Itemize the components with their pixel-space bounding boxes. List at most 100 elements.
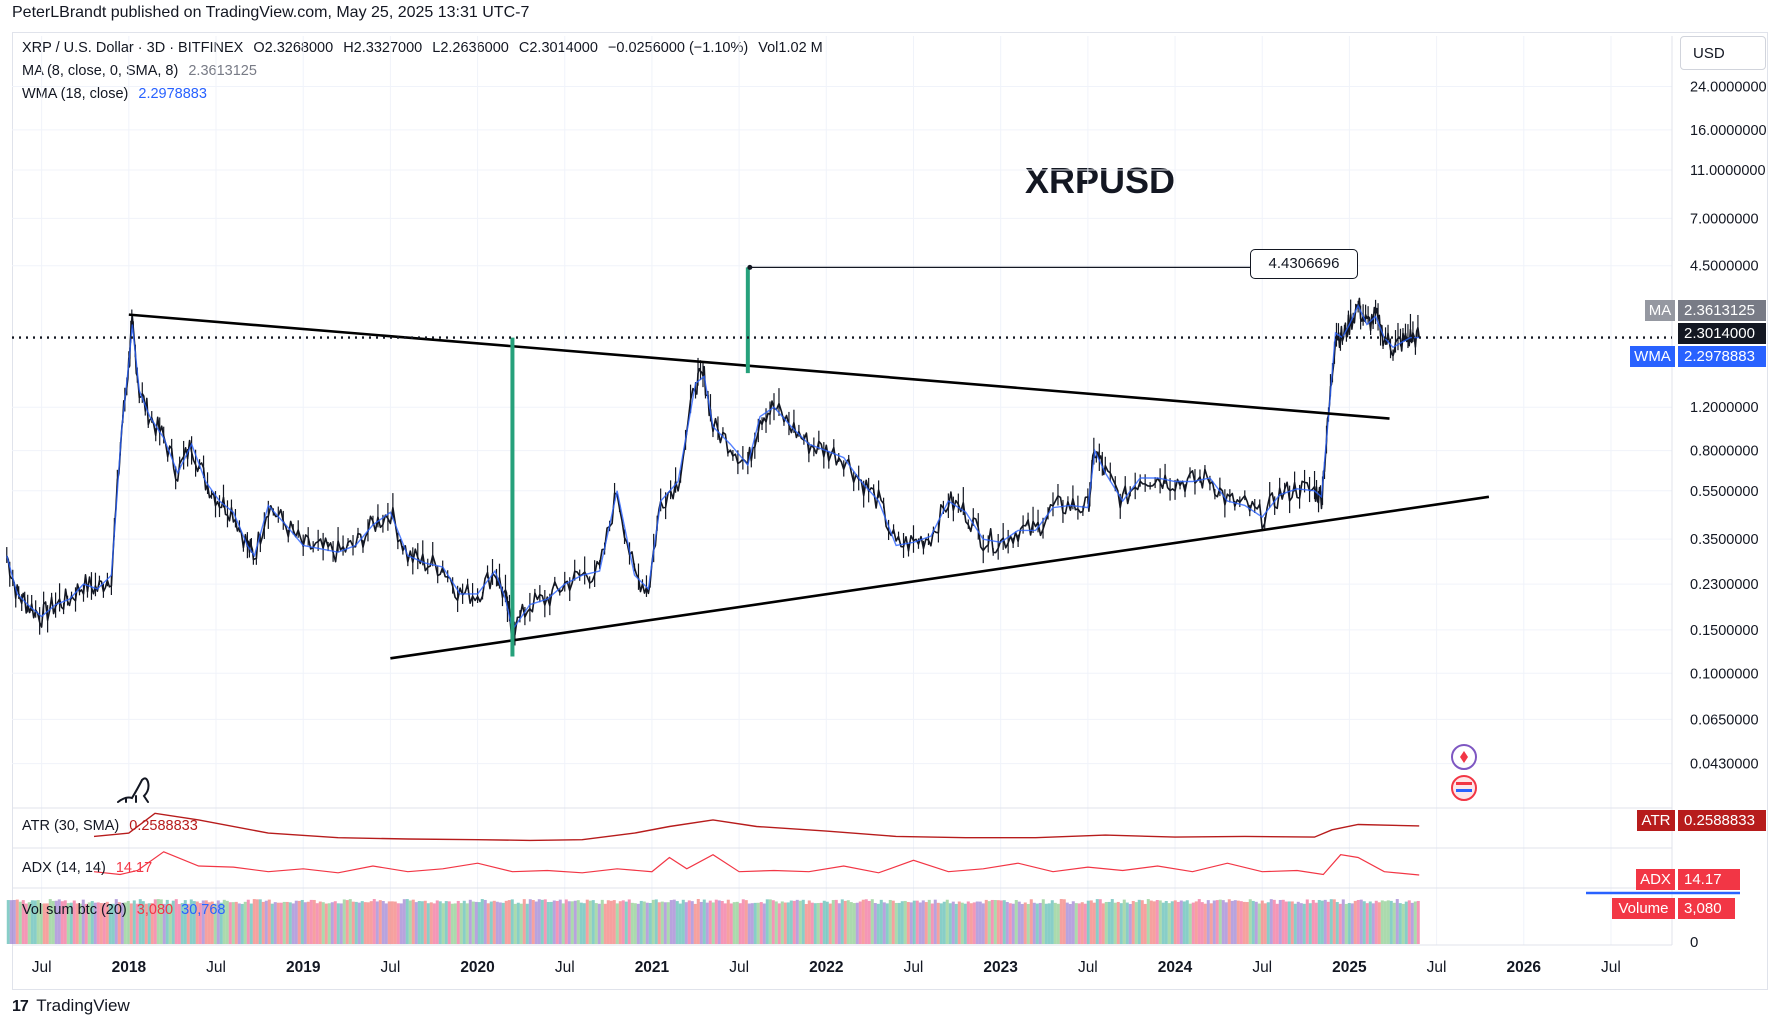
volume-bar bbox=[600, 899, 604, 944]
volume-bar bbox=[720, 901, 724, 944]
volume-bar bbox=[1386, 900, 1390, 944]
volume-bar bbox=[330, 902, 334, 944]
volume-bar bbox=[57, 899, 61, 944]
volume-bar bbox=[510, 899, 514, 944]
currency-selector[interactable]: USD bbox=[1680, 36, 1766, 70]
volume-bar bbox=[1284, 901, 1288, 944]
volume-bar bbox=[246, 899, 250, 944]
volume-bar bbox=[687, 900, 691, 944]
volume-bar bbox=[1359, 899, 1363, 944]
volume-bar bbox=[867, 900, 871, 944]
volume-bar bbox=[591, 900, 595, 944]
volume-bar bbox=[903, 900, 907, 944]
volume-bar bbox=[228, 902, 232, 944]
price-axis-tick: 0.3500000 bbox=[1690, 532, 1759, 548]
last-price-tag: 2.3014000 bbox=[1678, 323, 1766, 344]
price-axis-tick: 11.0000000 bbox=[1690, 163, 1766, 179]
legend-ma[interactable]: MA (8, close, 0, SMA, 8) 2.3613125 bbox=[22, 63, 257, 79]
volume-bar bbox=[870, 899, 874, 944]
volume-bar bbox=[450, 903, 454, 944]
wma-axis-value: 2.2978883 bbox=[1678, 346, 1766, 367]
atr-legend[interactable]: ATR (30, SMA) 0.2588833 bbox=[22, 818, 198, 834]
volume-bar bbox=[684, 902, 688, 944]
volume-bar bbox=[1023, 902, 1027, 944]
volume-bar bbox=[651, 899, 655, 944]
volume-bar bbox=[1131, 900, 1135, 944]
volume-bar bbox=[621, 900, 625, 944]
price-pane bbox=[6, 264, 1672, 660]
legend-wma[interactable]: WMA (18, close) 2.2978883 bbox=[22, 86, 207, 102]
volume-bar bbox=[384, 903, 388, 944]
target-price-label[interactable]: 4.4306696 bbox=[1250, 249, 1358, 279]
volume-bar bbox=[630, 902, 634, 944]
volume-bar bbox=[9, 900, 13, 944]
volume-bar bbox=[1020, 903, 1024, 944]
volume-bar bbox=[309, 899, 313, 944]
volume-bar bbox=[1245, 902, 1249, 944]
time-axis-tick: Jul bbox=[1601, 959, 1621, 976]
price-axis-tick: 0.5500000 bbox=[1690, 484, 1759, 500]
volume-bar bbox=[690, 901, 694, 944]
volume-bar bbox=[321, 902, 325, 944]
volume-bar bbox=[693, 903, 697, 944]
volume-legend[interactable]: Vol sum btc (20) 3,080 30,768 bbox=[22, 902, 225, 918]
volume-bar bbox=[1296, 901, 1300, 944]
time-axis-tick: Jul bbox=[1427, 959, 1447, 976]
volume-bar bbox=[1089, 900, 1093, 944]
volume-bar bbox=[468, 899, 472, 944]
volume-bar bbox=[429, 902, 433, 944]
volume-bar bbox=[1215, 900, 1219, 944]
volume-bar bbox=[1212, 900, 1216, 944]
volume-bar bbox=[21, 900, 25, 944]
volume-bar bbox=[1146, 899, 1150, 944]
volume-bar bbox=[120, 902, 124, 944]
volume-bar bbox=[312, 899, 316, 944]
ma-axis-tag: MA bbox=[1645, 300, 1675, 321]
volume-bar bbox=[27, 902, 31, 944]
volume-bar bbox=[507, 900, 511, 944]
volume-bar bbox=[1026, 903, 1030, 944]
volume-bar bbox=[18, 901, 22, 944]
volume-bar bbox=[954, 903, 958, 944]
legend-ma-value: 2.3613125 bbox=[188, 63, 257, 79]
volume-bar bbox=[144, 903, 148, 944]
volume-bar bbox=[117, 902, 121, 944]
volume-bar bbox=[639, 900, 643, 944]
volume-bar bbox=[1314, 902, 1318, 944]
volume-bar bbox=[1227, 899, 1231, 944]
time-axis-tick: Jul bbox=[729, 959, 749, 976]
volume-bar bbox=[1143, 903, 1147, 944]
legend-ohlc[interactable]: XRP / U.S. Dollar · 3D · BITFINEX O2.326… bbox=[22, 40, 823, 56]
volume-bar bbox=[219, 902, 223, 944]
volume-bar bbox=[723, 903, 727, 944]
volume-bar bbox=[123, 902, 127, 944]
volume-bar bbox=[1137, 899, 1141, 944]
volume-bar bbox=[513, 903, 517, 944]
adx-legend[interactable]: ADX (14, 14) 14.17 bbox=[22, 860, 152, 876]
volume-bar bbox=[636, 903, 640, 944]
volume-bar bbox=[24, 903, 28, 944]
volume-bar bbox=[1344, 903, 1348, 944]
volume-bar bbox=[519, 903, 523, 944]
volume-bar bbox=[411, 899, 415, 944]
volume-bar bbox=[528, 899, 532, 944]
volume-bar bbox=[765, 899, 769, 944]
volume-bar bbox=[1380, 900, 1384, 944]
price-axis-tick: 0.8000000 bbox=[1690, 444, 1759, 460]
volume-bar bbox=[84, 903, 88, 944]
volume-bar bbox=[1290, 901, 1294, 944]
price-axis-tick: 0.0650000 bbox=[1690, 712, 1759, 728]
volume-bar bbox=[1263, 903, 1267, 944]
volume-bar bbox=[1008, 903, 1012, 944]
volume-bar bbox=[171, 900, 175, 944]
volume-bar bbox=[372, 899, 376, 944]
volume-bar bbox=[483, 899, 487, 944]
volume-bar bbox=[1242, 901, 1246, 944]
volume-bar bbox=[156, 899, 160, 944]
price-axis-tick: 1.2000000 bbox=[1690, 400, 1759, 416]
volume-bar bbox=[582, 903, 586, 944]
volume-legend-value-2: 30,768 bbox=[181, 902, 226, 918]
volume-bar bbox=[1044, 903, 1048, 944]
volume-bar bbox=[1416, 900, 1420, 944]
